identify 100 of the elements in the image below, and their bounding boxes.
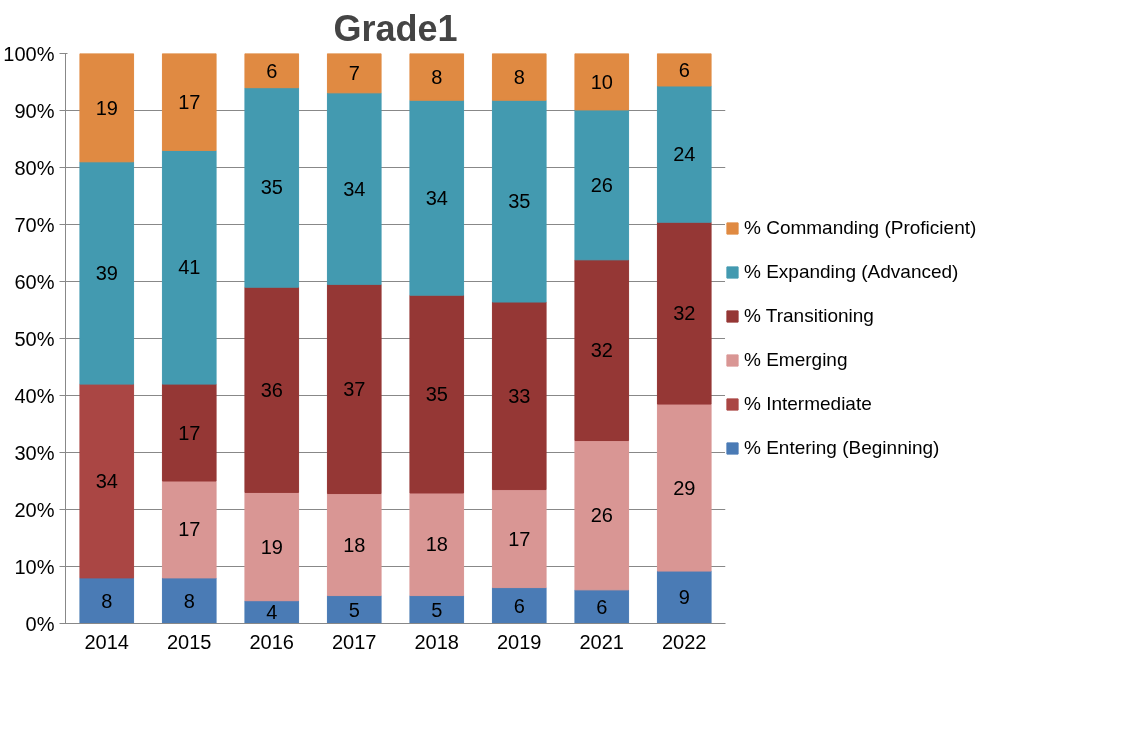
bar xyxy=(656,221,712,405)
data-label: 17 xyxy=(178,90,201,113)
bar xyxy=(656,403,712,572)
bar xyxy=(574,109,630,261)
data-label: 35 xyxy=(508,190,531,213)
data-label: 37 xyxy=(343,377,366,400)
data-label: 26 xyxy=(590,173,613,196)
data-label: 8 xyxy=(513,65,525,88)
x-tick-label: 2022 xyxy=(662,630,707,653)
bar xyxy=(491,489,547,589)
y-tick-label: 30% xyxy=(14,441,55,464)
bar xyxy=(409,294,465,494)
data-label: 10 xyxy=(590,70,613,93)
y-tick-label: 40% xyxy=(14,384,55,407)
y-tick-label: 50% xyxy=(14,327,55,350)
bar xyxy=(409,99,465,296)
data-label: 19 xyxy=(95,96,118,119)
bar xyxy=(491,587,547,624)
bar xyxy=(244,491,300,602)
legend-label: % Intermediate xyxy=(744,393,872,415)
data-label: 33 xyxy=(508,384,531,407)
data-label: 6 xyxy=(266,59,278,82)
data-label: 35 xyxy=(425,383,448,406)
data-label: 26 xyxy=(590,504,613,527)
y-tick-label: 80% xyxy=(14,156,55,179)
data-label: 32 xyxy=(673,302,696,325)
data-label: 5 xyxy=(348,598,360,621)
bar xyxy=(161,53,217,151)
bar xyxy=(656,85,712,223)
data-label: 29 xyxy=(673,476,696,499)
y-tick-label: 10% xyxy=(14,555,55,578)
data-label: 6 xyxy=(678,58,690,81)
bar xyxy=(491,301,547,491)
bar xyxy=(656,53,712,87)
data-label: 8 xyxy=(183,589,195,612)
bar xyxy=(491,53,547,101)
y-tick-label: 20% xyxy=(14,498,55,521)
data-label: 41 xyxy=(178,256,201,279)
data-label: 34 xyxy=(343,177,366,200)
data-label: 35 xyxy=(260,176,283,199)
x-tick-label: 2018 xyxy=(414,630,459,653)
legend-label: % Emerging xyxy=(744,349,848,371)
data-label: 8 xyxy=(101,589,113,612)
data-label: 6 xyxy=(596,595,608,618)
bar xyxy=(326,595,382,624)
legend-label: % Transitioning xyxy=(744,305,874,327)
chart-title: Grade1 xyxy=(333,7,458,49)
data-label: 17 xyxy=(178,518,201,541)
bar xyxy=(574,259,630,442)
x-tick-label: 2015 xyxy=(167,630,212,653)
data-label: 17 xyxy=(508,527,531,550)
y-tick-label: 100% xyxy=(3,42,55,65)
data-label: 39 xyxy=(95,261,118,284)
data-label: 18 xyxy=(425,533,448,556)
data-label: 8 xyxy=(431,65,443,88)
bar xyxy=(574,53,630,111)
data-label: 36 xyxy=(260,378,283,401)
x-tick-label: 2021 xyxy=(579,630,624,653)
data-label: 34 xyxy=(425,186,448,209)
bar xyxy=(326,92,382,285)
y-tick-label: 90% xyxy=(14,99,55,122)
data-label: 7 xyxy=(348,62,360,85)
bar xyxy=(326,283,382,495)
bar xyxy=(79,53,135,163)
data-label: 34 xyxy=(95,470,118,492)
bar xyxy=(244,286,300,493)
bar xyxy=(409,595,465,624)
data-label: 18 xyxy=(343,533,366,556)
bar xyxy=(161,383,217,482)
bar xyxy=(79,383,135,579)
x-tick-label: 2017 xyxy=(332,630,377,653)
bar xyxy=(161,480,217,579)
x-tick-label: 2016 xyxy=(249,630,294,653)
bar xyxy=(574,589,630,624)
x-tick-label: 2019 xyxy=(497,630,542,653)
legend-label: % Expanding (Advanced) xyxy=(744,261,959,283)
bar xyxy=(326,493,382,597)
bar xyxy=(409,53,465,101)
bar xyxy=(326,53,382,94)
legend-label: % Entering (Beginning) xyxy=(744,437,940,459)
bar xyxy=(161,149,217,385)
bar xyxy=(244,87,300,288)
y-tick-label: 0% xyxy=(25,612,55,635)
bar xyxy=(574,440,630,591)
x-tick-label: 2014 xyxy=(84,630,129,653)
bar xyxy=(409,492,465,597)
bar xyxy=(491,99,547,303)
bar xyxy=(79,577,135,624)
data-label: 24 xyxy=(673,143,696,166)
data-label: 19 xyxy=(260,535,283,558)
data-label: 32 xyxy=(590,339,613,362)
legend-label: % Commanding (Proficient) xyxy=(744,217,977,239)
bar xyxy=(244,53,300,89)
data-label: 17 xyxy=(178,421,201,444)
data-label: 6 xyxy=(513,594,525,617)
data-label: 9 xyxy=(678,586,690,609)
bar xyxy=(79,161,135,385)
y-tick-label: 60% xyxy=(14,270,55,293)
data-label: 5 xyxy=(431,598,443,621)
bar xyxy=(161,577,217,624)
